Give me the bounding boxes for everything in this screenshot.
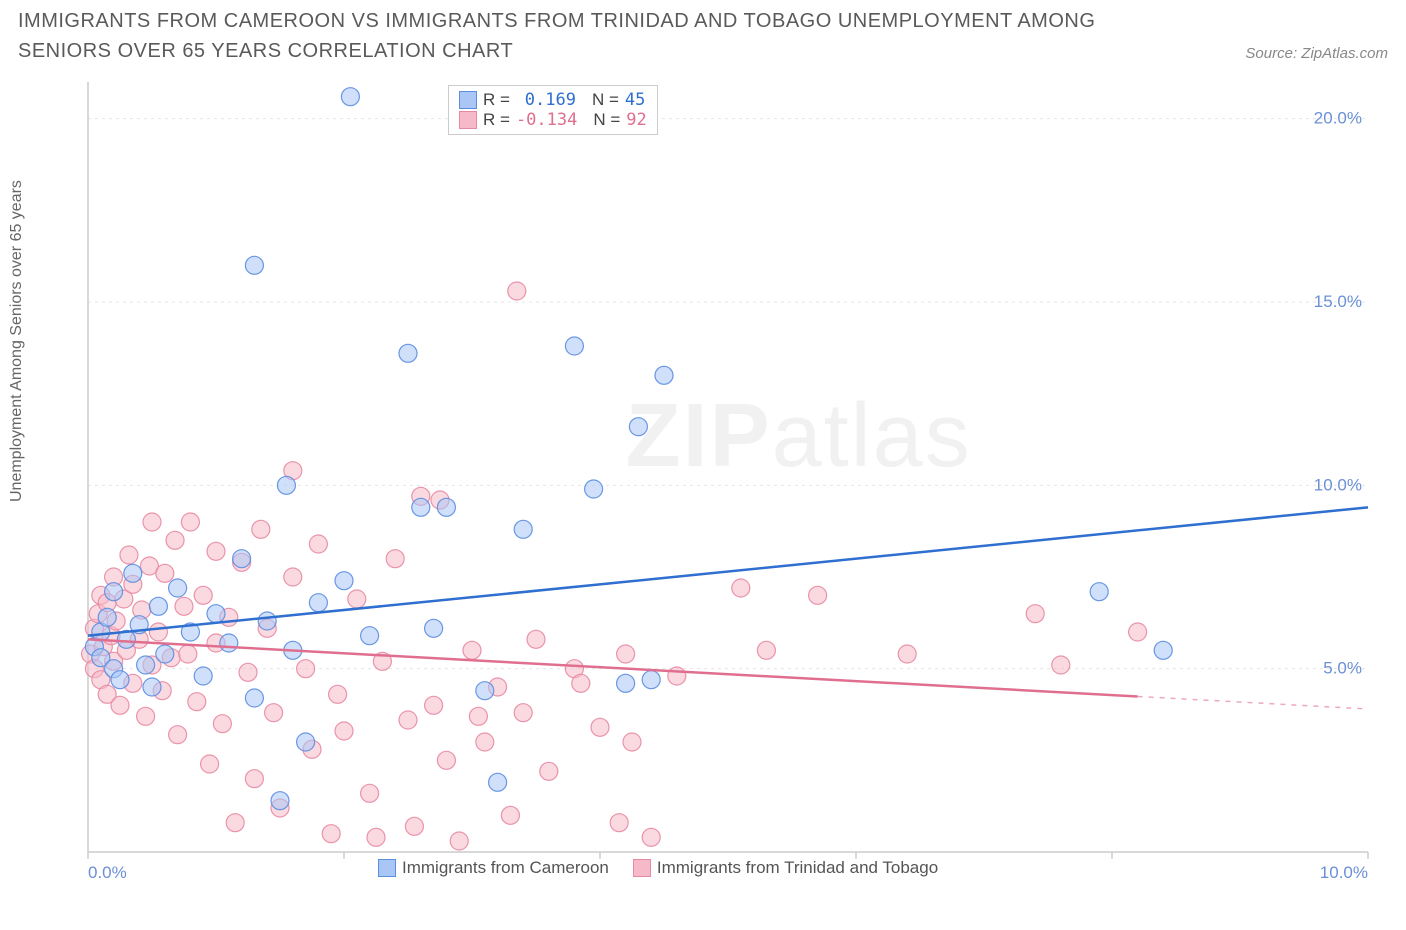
svg-text:10.0%: 10.0%: [1314, 475, 1362, 494]
series-legend: Immigrants from Cameroon Immigrants from …: [378, 858, 938, 878]
legend-swatch: [633, 859, 651, 877]
svg-text:0.0%: 0.0%: [88, 863, 127, 882]
svg-text:20.0%: 20.0%: [1314, 109, 1362, 128]
chart-container: Unemployment Among Seniors over 65 years…: [18, 82, 1388, 882]
stat-n-value: 92: [626, 110, 646, 130]
stat-n-label: N =: [593, 110, 620, 130]
chart-title: IMMIGRANTS FROM CAMEROON VS IMMIGRANTS F…: [18, 6, 1118, 66]
stat-n-value: 45: [625, 90, 645, 110]
legend-label: Immigrants from Trinidad and Tobago: [657, 858, 938, 878]
stat-r-value: 0.169: [516, 90, 576, 110]
svg-text:5.0%: 5.0%: [1323, 659, 1362, 678]
stat-n-label: N =: [592, 90, 619, 110]
svg-text:15.0%: 15.0%: [1314, 292, 1362, 311]
source-attribution: Source: ZipAtlas.com: [1245, 45, 1388, 66]
stat-r-label: R =: [483, 90, 510, 110]
legend-item: Immigrants from Trinidad and Tobago: [633, 858, 938, 878]
legend-item: Immigrants from Cameroon: [378, 858, 609, 878]
scatter-plot: 5.0% 10.0% 15.0% 20.0% 0.0% 10.0%: [18, 82, 1388, 892]
correlation-legend: R =0.169N =45R =-0.134N =92: [448, 85, 658, 135]
legend-label: Immigrants from Cameroon: [402, 858, 609, 878]
legend-swatch: [459, 91, 477, 109]
legend-swatch: [459, 111, 477, 129]
stat-r-value: -0.134: [516, 110, 577, 130]
legend-stat-row: R = -0.134 N = 92: [459, 110, 647, 130]
svg-text:10.0%: 10.0%: [1320, 863, 1368, 882]
legend-stat-row: R = 0.169 N = 45: [459, 90, 647, 110]
y-axis-label: Unemployment Among Seniors over 65 years: [8, 180, 26, 502]
stat-r-label: R =: [483, 110, 510, 130]
legend-swatch: [378, 859, 396, 877]
